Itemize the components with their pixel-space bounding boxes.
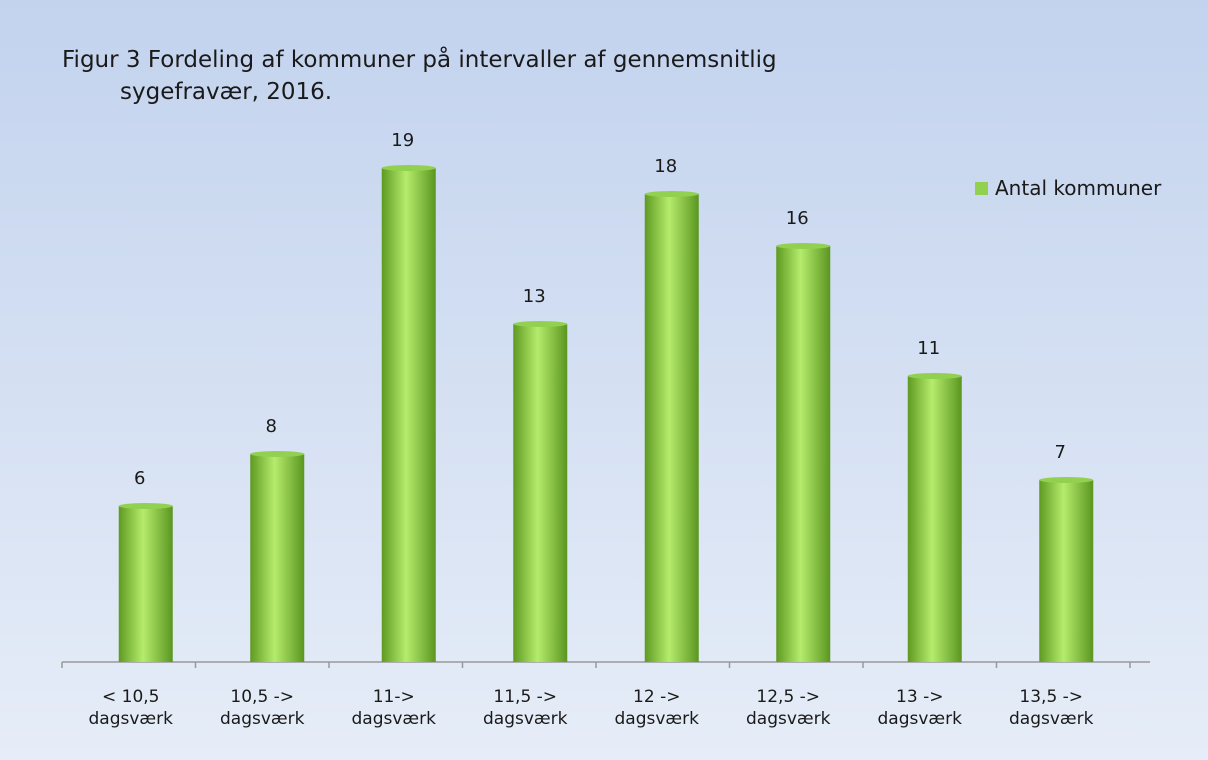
bar xyxy=(1039,480,1094,662)
bar xyxy=(776,246,831,662)
bar-top xyxy=(644,191,699,197)
x-tick-label: < 10,5 dagsværk xyxy=(88,687,173,729)
bar xyxy=(907,376,962,662)
x-tick-label: 11-> dagsværk xyxy=(351,687,436,729)
value-label: 16 xyxy=(786,208,809,229)
value-label: 13 xyxy=(523,286,546,307)
bar-top xyxy=(513,321,568,327)
legend-swatch xyxy=(975,181,988,195)
legend: Antal kommuner xyxy=(975,176,1161,200)
x-tick-label: 11,5 -> dagsværk xyxy=(483,687,568,729)
bar xyxy=(381,168,436,662)
bar xyxy=(250,454,305,662)
value-label: 11 xyxy=(917,338,940,359)
value-label: 8 xyxy=(266,416,277,437)
bar-top xyxy=(250,451,305,457)
value-label: 18 xyxy=(654,156,677,177)
bar xyxy=(644,194,699,662)
value-label: 7 xyxy=(1055,442,1066,463)
bar xyxy=(513,324,568,662)
x-tick-label: 13,5 -> dagsværk xyxy=(1009,687,1094,729)
value-label: 6 xyxy=(134,468,145,489)
x-tick-label: 12,5 -> dagsværk xyxy=(746,687,831,729)
bar-top xyxy=(1039,477,1094,483)
x-tick-label: 10,5 -> dagsværk xyxy=(220,687,305,729)
value-label: 19 xyxy=(391,130,414,151)
bar-top xyxy=(381,165,436,171)
bar-top xyxy=(907,373,962,379)
x-tick-label: 13 -> dagsværk xyxy=(877,687,962,729)
legend-label: Antal kommuner xyxy=(995,176,1162,200)
bar xyxy=(118,506,173,662)
x-tick-label: 12 -> dagsværk xyxy=(614,687,699,729)
chart-title: Figur 3 Fordeling af kommuner på interva… xyxy=(62,47,777,105)
bar-top xyxy=(776,243,831,249)
bar-top xyxy=(118,503,173,509)
